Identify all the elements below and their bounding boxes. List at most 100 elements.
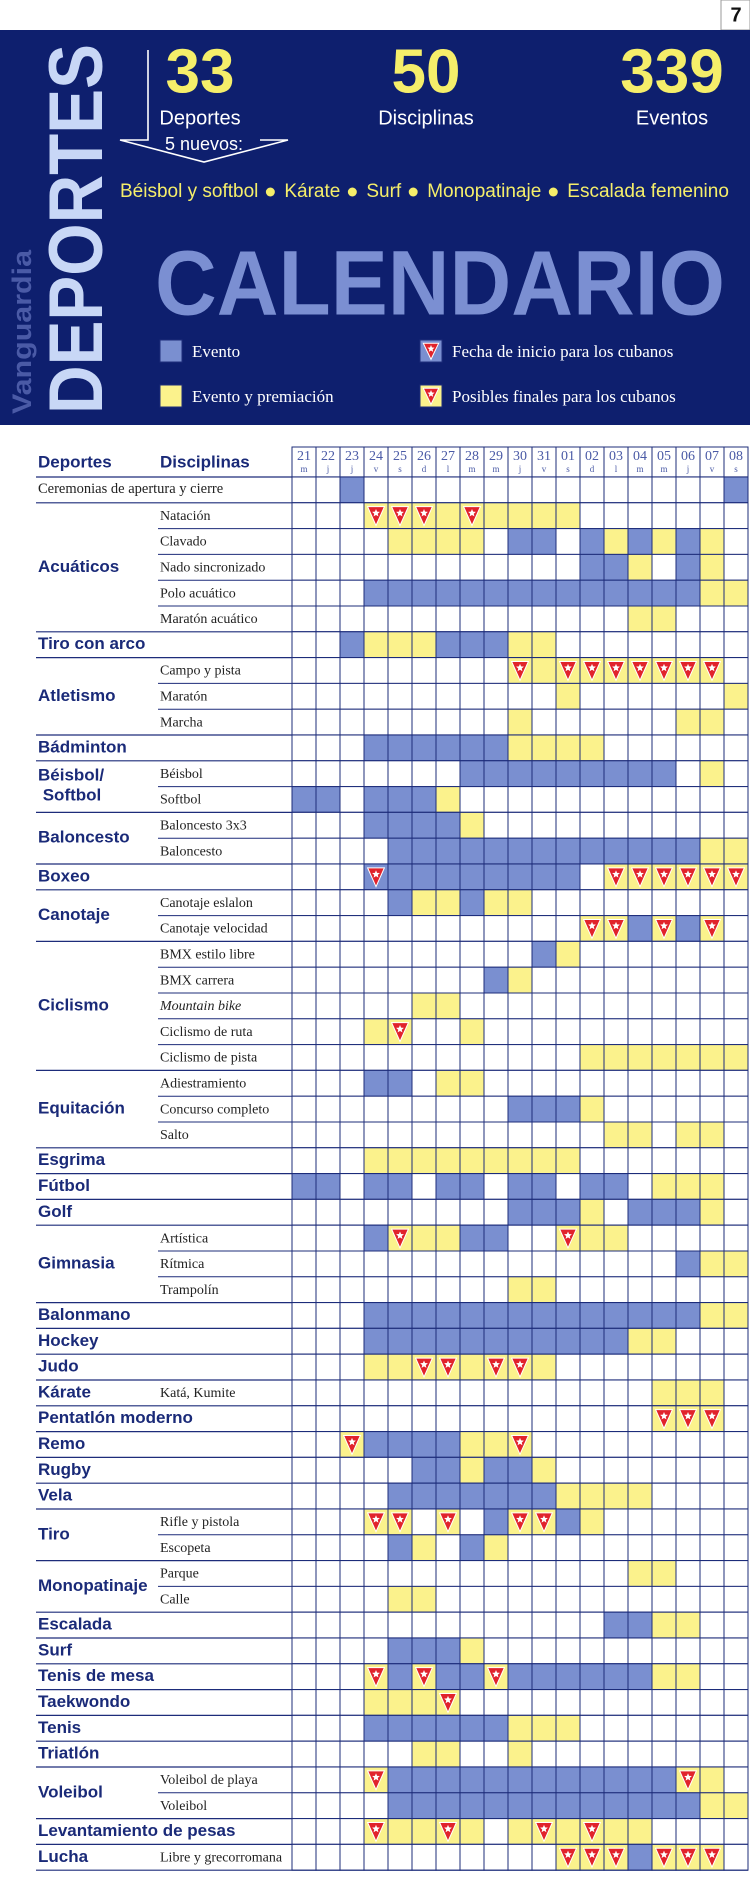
calendar-cell [507,1585,533,1613]
cuban-marker [582,918,602,940]
day-weekday: l [615,464,618,474]
calendar-cell [555,734,581,762]
calendar-cell [387,1560,413,1587]
calendar-cell [627,1482,653,1510]
calendar-cell [579,631,605,659]
day-number: 03 [609,449,623,464]
calendar-cell [387,915,413,942]
calendar-cell [531,863,557,891]
calendar-cell [435,1327,461,1355]
calendar-cell [699,966,725,994]
calendar-cell [603,1069,629,1097]
calendar-cell [651,1121,677,1149]
calendar-cell [603,1302,629,1329]
sport-name: Voleibol [38,1782,103,1801]
calendar-cell [651,1250,677,1278]
sport-name: Gimnasia [38,1253,115,1272]
calendar-cell [675,1740,701,1768]
calendar-cell [387,1069,413,1097]
cuban-marker-star [516,1515,524,1523]
calendar-cell [411,708,437,736]
calendar-cell [603,1766,629,1794]
calendar-cell [363,1044,389,1071]
cuban-marker-star [708,870,716,878]
calendar-cell [531,1198,557,1226]
discipline-name: Nado sincronizado [160,561,265,576]
calendar-cell [579,1198,605,1226]
calendar-cell [483,502,509,530]
calendar-cell [555,1353,581,1381]
cuban-marker-star [396,1231,404,1239]
calendar-cell [387,1173,413,1200]
calendar-cell [555,1121,581,1149]
calendar-cell [387,682,413,710]
calendar-cell [507,682,533,710]
calendar-cell [675,1714,701,1742]
calendar-cell [603,682,629,710]
calendar-cell [603,1353,629,1381]
calendar-cell [699,1095,725,1123]
calendar-cell [363,1637,389,1665]
calendar-cell [603,1121,629,1149]
calendar-cell [675,1431,701,1458]
calendar-cell [315,1147,341,1175]
calendar-cell [699,1173,725,1200]
calendar-cell [555,1095,581,1123]
bullet [548,187,558,197]
calendar-cell [555,1147,581,1175]
calendar-cell [315,1431,341,1458]
calendar-cell [459,1405,485,1433]
calendar-cell [579,1456,605,1484]
calendar-cell [483,863,509,891]
cuban-marker [366,506,386,527]
calendar-cell [483,1327,509,1355]
calendar-cell [507,1818,533,1845]
legend-label: Posibles finales para los cubanos [452,387,676,406]
calendar-cell [507,1302,533,1329]
calendar-cell [555,1792,581,1820]
calendar-cell [363,528,389,555]
calendar-cell [675,528,701,555]
calendar-cell [675,1379,701,1407]
cuban-marker-star [372,509,380,517]
calendar-cell [723,1585,749,1613]
cuban-marker-star [444,1515,452,1523]
calendar-cell [723,940,749,968]
calendar-cell [531,476,557,504]
calendar-cell [579,1508,605,1536]
cuban-marker [678,1409,698,1430]
calendar-cell [483,1147,509,1175]
discipline-name: Baloncesto 3x3 [160,819,247,834]
calendar-cell [627,1353,653,1381]
calendar-cell [315,1663,341,1691]
calendar-cell [483,1482,509,1510]
day-header-cell [339,446,365,478]
calendar-cell [675,889,701,917]
cuban-marker-star [636,663,644,672]
calendar-cell [531,1044,557,1071]
calendar-cell [627,1843,653,1871]
bullet [265,187,275,197]
calendar-cell [363,1405,389,1433]
calendar-cell [723,1482,749,1510]
calendar-cell [435,1456,461,1484]
calendar-cell [315,631,341,659]
calendar-cell [699,760,725,788]
calendar-cell [579,786,605,813]
calendar-cell [363,605,389,633]
calendar-cell [699,1302,725,1329]
calendar-cell [459,1611,485,1639]
calendar-cell [651,1198,677,1226]
calendar-cell [459,1534,485,1562]
day-header-cell [531,446,557,478]
calendar-cell [291,657,317,684]
calendar-cell [507,1173,533,1200]
calendar-cell [555,863,581,891]
day-header-cell [435,446,461,478]
calendar-cell [627,915,653,942]
calendar-cell [387,1818,413,1845]
calendar-cell [291,734,317,762]
discipline-name: Concurso completo [160,1102,269,1117]
calendar-cell [459,553,485,581]
